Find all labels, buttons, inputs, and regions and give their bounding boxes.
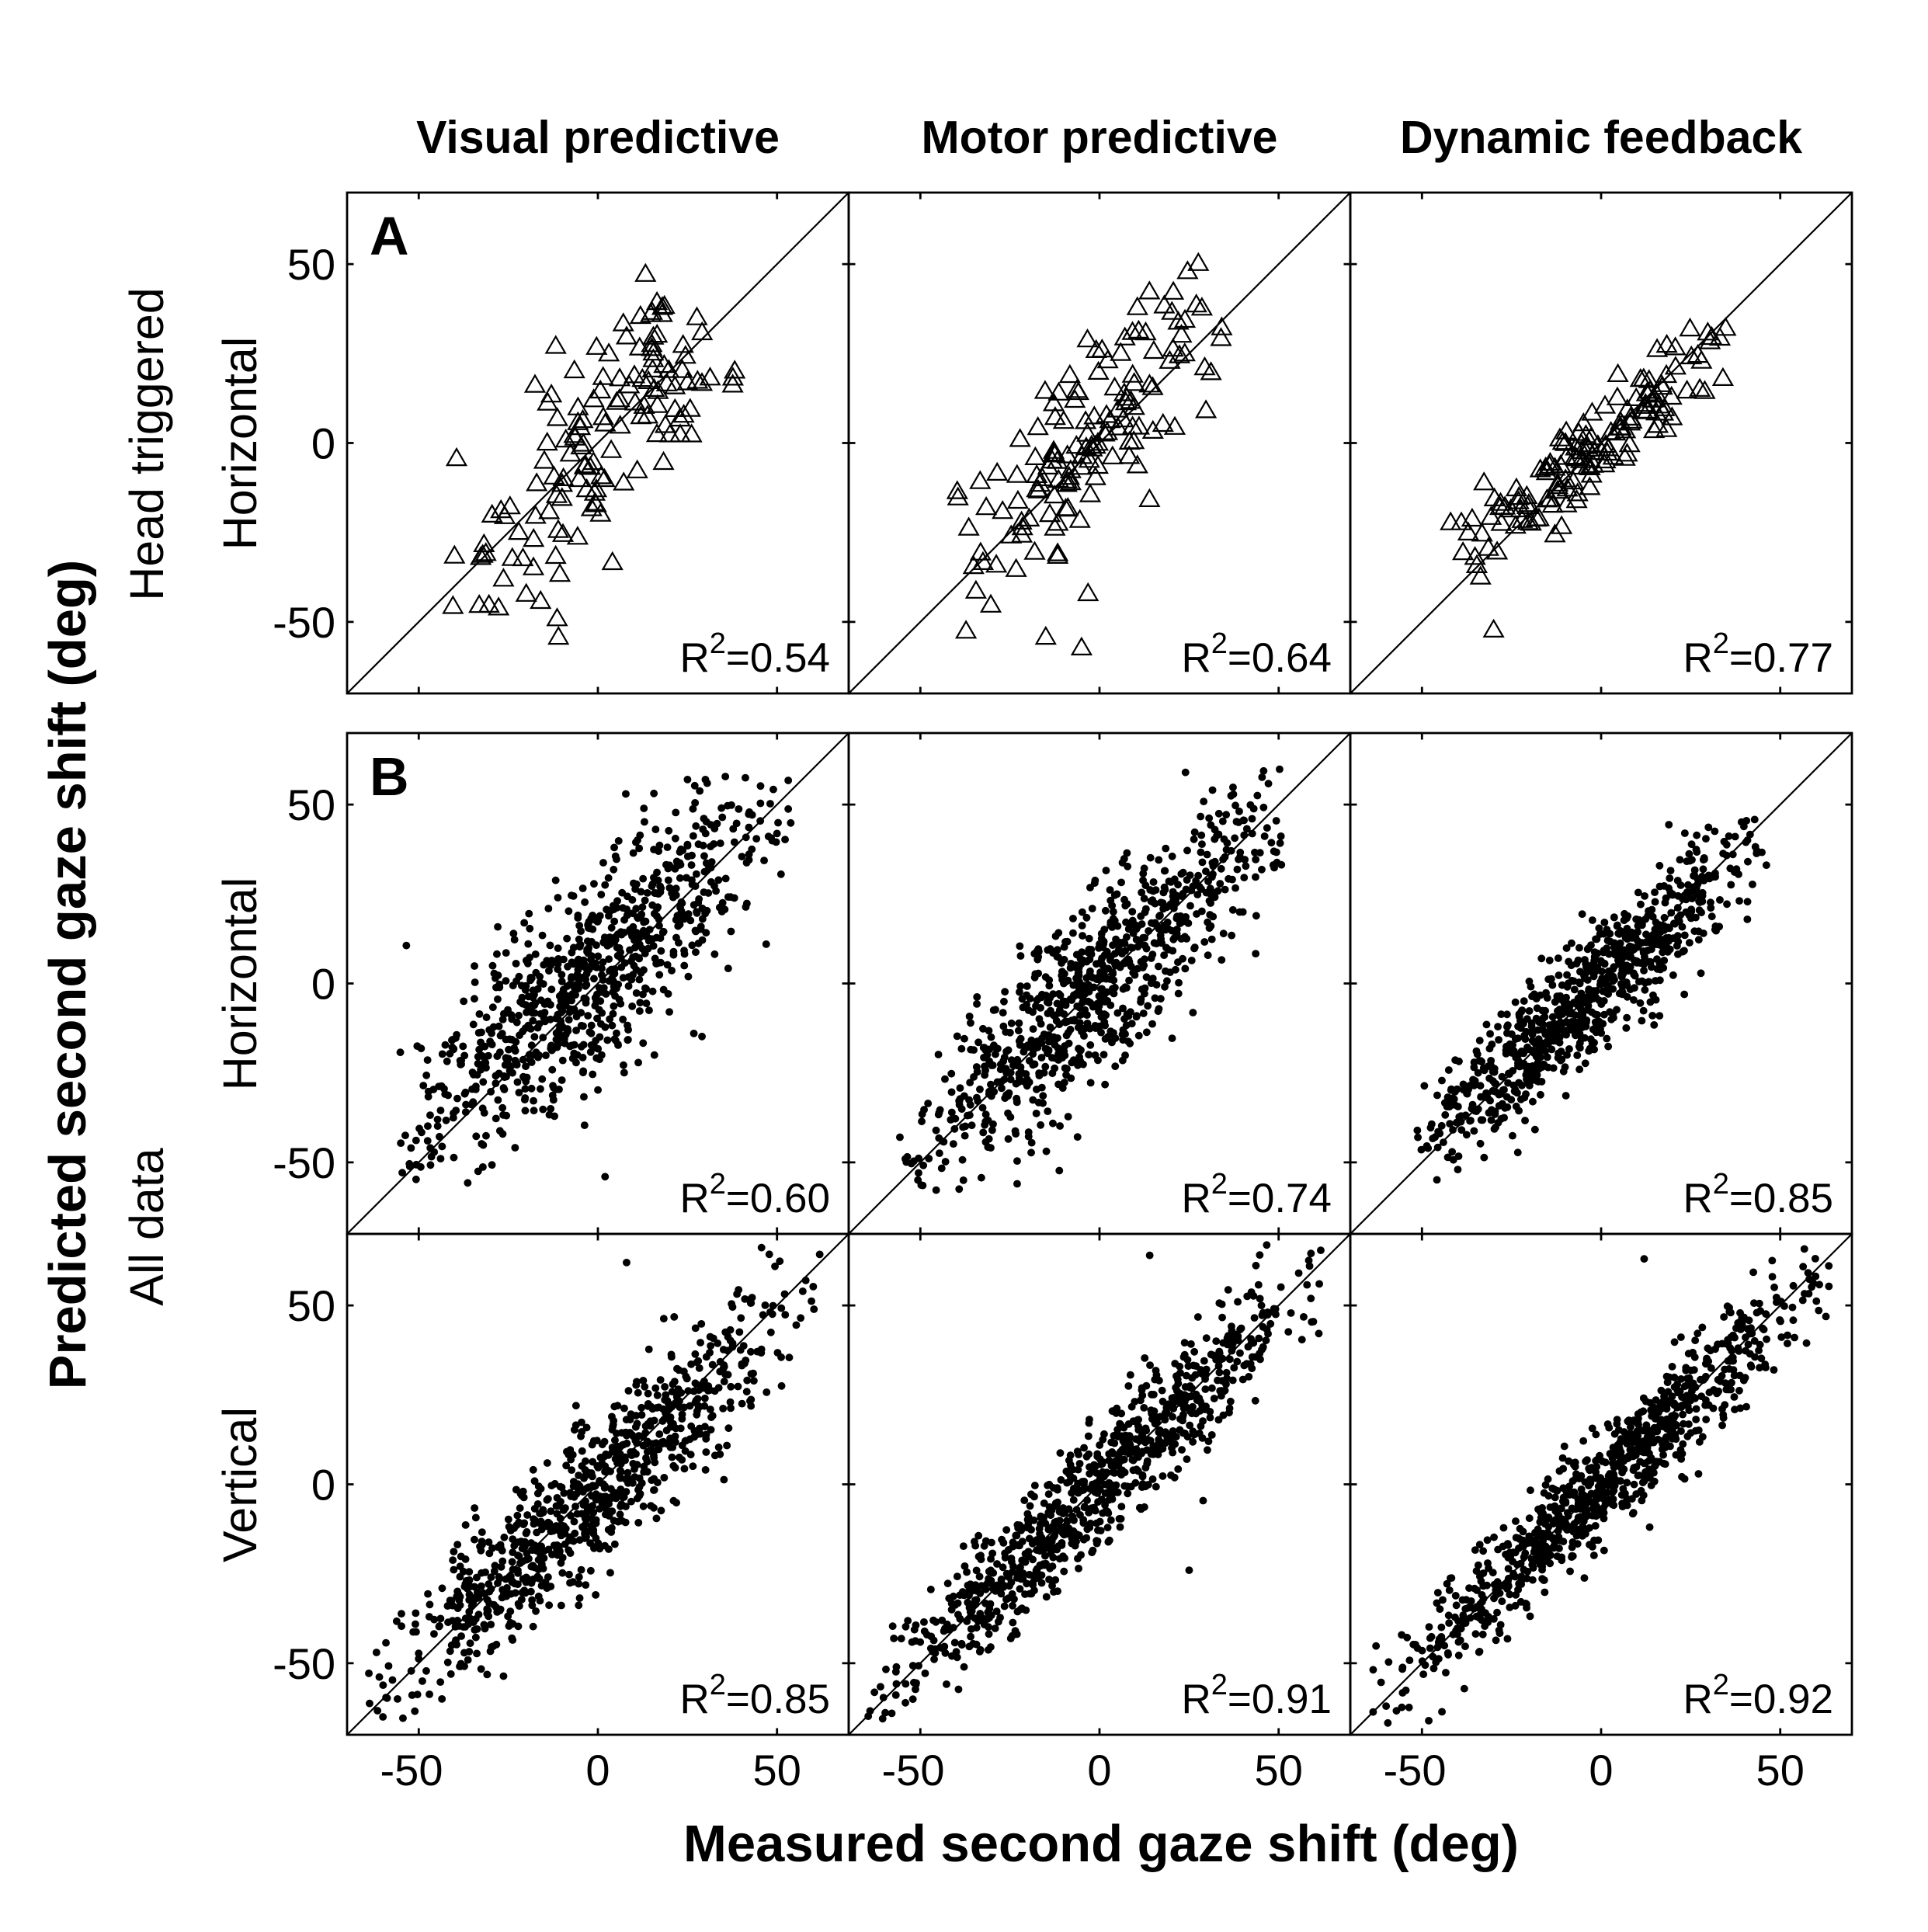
svg-text:-50: -50 (882, 1746, 945, 1795)
svg-text:Visual predictive: Visual predictive (416, 112, 780, 163)
svg-text:0: 0 (1087, 1746, 1111, 1795)
svg-text:Vertical: Vertical (214, 1407, 266, 1562)
svg-text:B: B (370, 746, 409, 807)
svg-text:R2=0.60: R2=0.60 (679, 1168, 830, 1221)
svg-text:0: 0 (311, 1461, 335, 1510)
svg-text:0: 0 (585, 1746, 610, 1795)
svg-text:A: A (370, 206, 409, 266)
svg-text:Horizontal: Horizontal (214, 337, 266, 551)
svg-text:-50: -50 (273, 598, 335, 647)
svg-text:-50: -50 (273, 1138, 335, 1187)
svg-text:R2=0.91: R2=0.91 (1181, 1669, 1332, 1722)
svg-text:R2=0.85: R2=0.85 (679, 1669, 830, 1722)
svg-text:R2=0.77: R2=0.77 (1683, 627, 1833, 681)
svg-text:Horizontal: Horizontal (214, 877, 266, 1091)
svg-text:50: 50 (287, 1281, 335, 1330)
svg-text:R2=0.85: R2=0.85 (1683, 1168, 1833, 1221)
svg-text:Predicted second gaze shift (d: Predicted second gaze shift (deg) (39, 560, 97, 1389)
svg-text:50: 50 (287, 780, 335, 829)
svg-text:0: 0 (1589, 1746, 1613, 1795)
svg-text:50: 50 (1255, 1746, 1303, 1795)
svg-text:Dynamic feedback: Dynamic feedback (1400, 112, 1802, 163)
svg-text:0: 0 (311, 960, 335, 1009)
svg-text:R2=0.74: R2=0.74 (1181, 1168, 1332, 1221)
svg-text:50: 50 (287, 240, 335, 289)
svg-text:-50: -50 (1384, 1746, 1447, 1795)
svg-text:-50: -50 (380, 1746, 443, 1795)
svg-text:R2=0.92: R2=0.92 (1683, 1669, 1833, 1722)
svg-text:R2=0.54: R2=0.54 (679, 627, 830, 681)
svg-text:All data: All data (120, 1148, 173, 1306)
svg-text:R2=0.64: R2=0.64 (1181, 627, 1332, 681)
svg-text:0: 0 (311, 419, 335, 468)
svg-text:-50: -50 (273, 1639, 335, 1688)
svg-text:50: 50 (1756, 1746, 1805, 1795)
svg-text:Motor predictive: Motor predictive (922, 112, 1278, 163)
svg-text:50: 50 (753, 1746, 801, 1795)
svg-text:Measured second gaze shift (de: Measured second gaze shift (deg) (683, 1815, 1519, 1873)
svg-text:Head triggered: Head triggered (120, 287, 173, 601)
